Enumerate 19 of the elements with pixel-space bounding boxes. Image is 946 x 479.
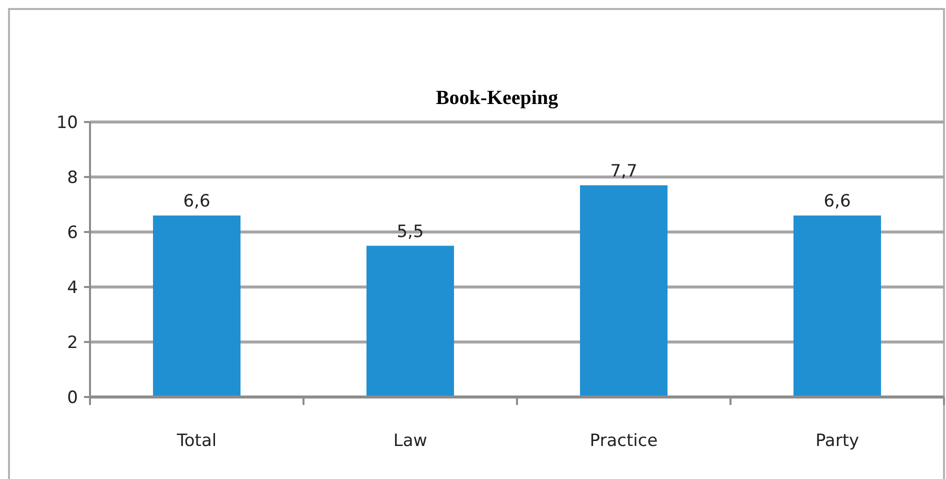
x-tick-label: Party [815,431,860,451]
y-tick-label: 0 [67,388,78,408]
bar [366,246,454,397]
y-tick-label: 8 [67,168,78,188]
y-tick-label: 4 [67,278,78,298]
bar [580,185,668,397]
chart-title: Book-Keeping [436,87,558,109]
x-tick-label: Practice [590,431,658,451]
x-tick-label: Total [176,431,217,451]
x-tick-label: Law [393,431,428,451]
data-label: 6,6 [183,192,210,212]
bar [793,216,882,397]
y-tick-label: 2 [67,332,78,353]
data-label: 7,7 [610,161,638,182]
y-tick-label: 6 [67,222,78,243]
y-tick-label: 10 [56,112,78,133]
data-label: 5,5 [396,222,424,242]
data-label: 6,6 [824,192,851,212]
bar [152,216,241,397]
